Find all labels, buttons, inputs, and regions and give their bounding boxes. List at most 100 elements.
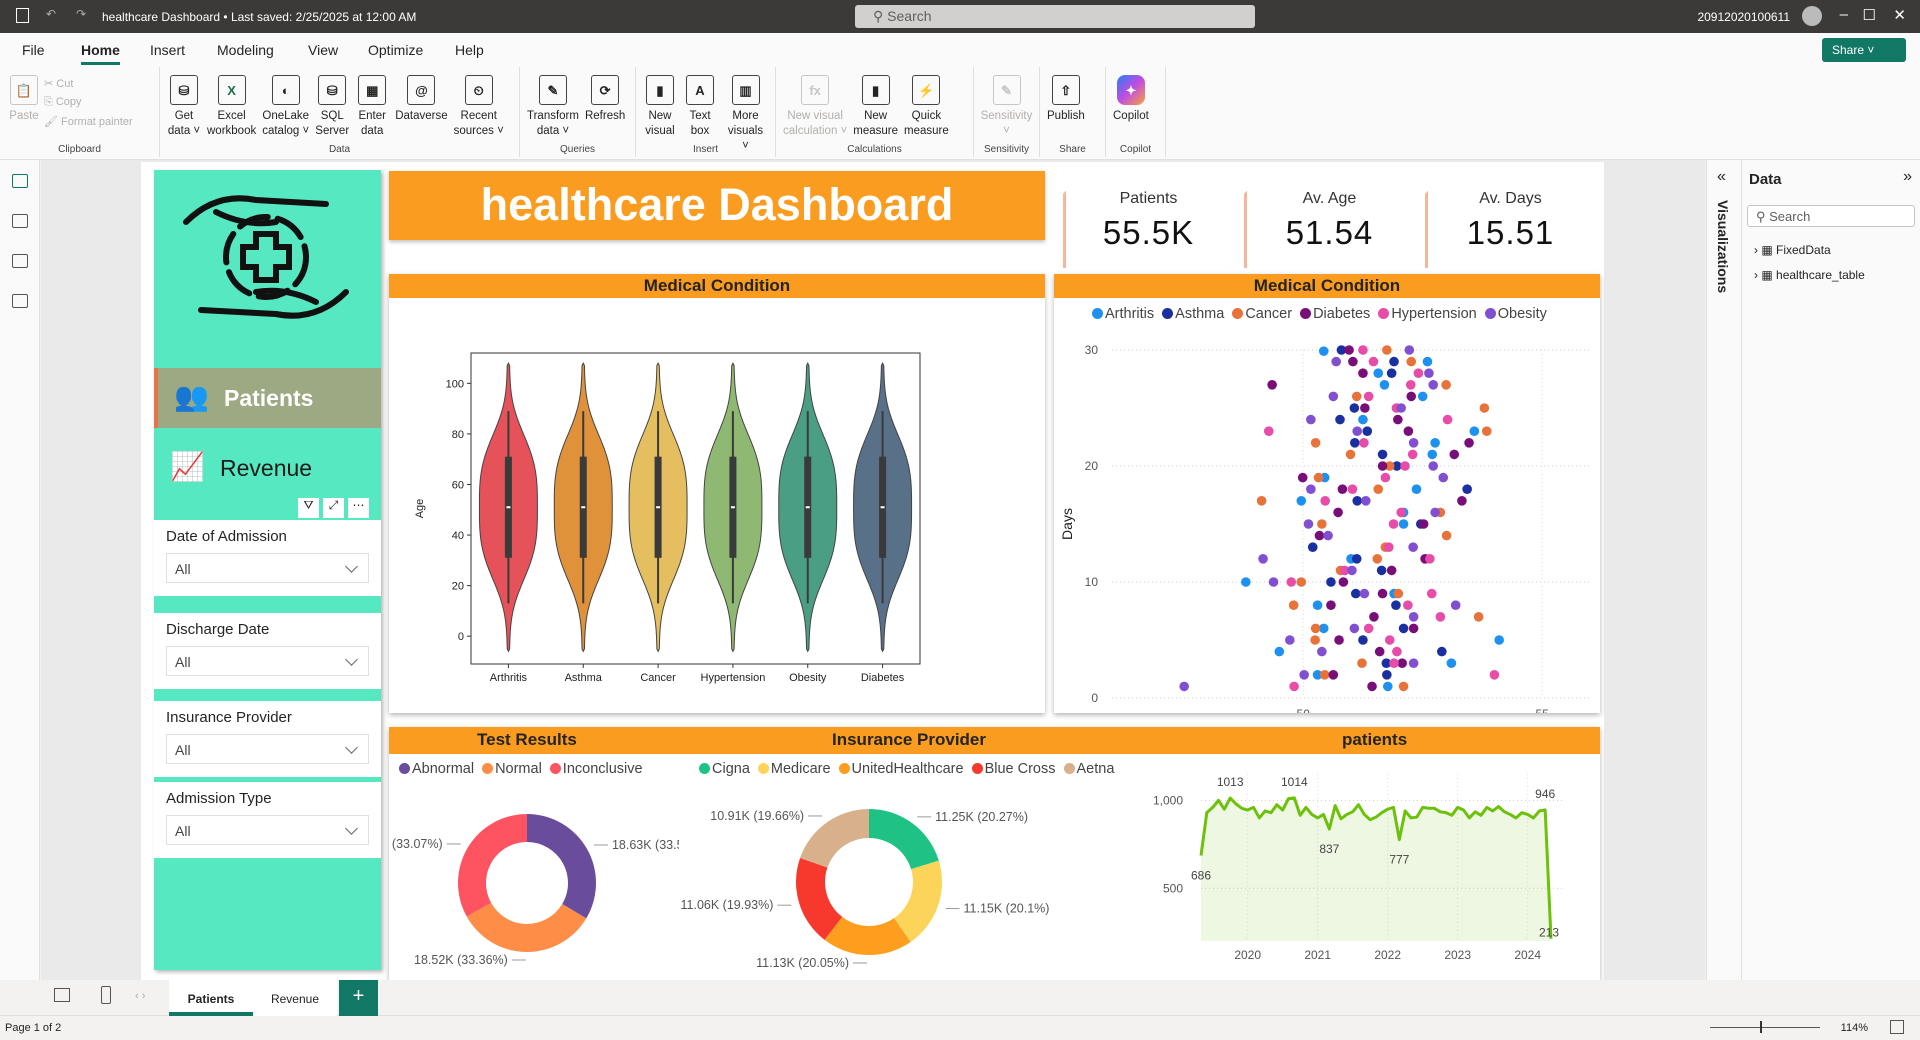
- menu-view[interactable]: View: [308, 42, 339, 58]
- legend-item[interactable]: Medicare: [757, 761, 831, 777]
- violin-chart[interactable]: Age 0 20 40 60 80 100 Arthritis Asthma Cancer Hype…: [389, 298, 1045, 713]
- legend-item[interactable]: Aetna: [1063, 761, 1114, 777]
- data-label: 1013: [1217, 775, 1244, 789]
- desktop-layout-icon[interactable]: [54, 988, 70, 1002]
- get-data-button[interactable]: ⛁ Get data ˅: [164, 71, 204, 139]
- report-view-icon[interactable]: [12, 174, 28, 188]
- scatter-chart-panel: Medical Condition Arthritis Asthma Cancer D…: [1054, 274, 1600, 713]
- minimize-icon[interactable]: –: [1839, 6, 1848, 23]
- scatter-point-diabetes: [1369, 612, 1379, 622]
- data-pane: Data » ⚲ Search › ▦ FixedData › ▦ health…: [1741, 160, 1920, 980]
- mobile-layout-icon[interactable]: [101, 986, 111, 1004]
- legend-item[interactable]: Abnormal: [399, 761, 474, 777]
- more-visuals-button[interactable]: ▥ More visuals ˅: [720, 71, 771, 154]
- data-label: 11.13K (20.05%): [756, 956, 849, 970]
- focus-mode-icon[interactable]: ⤢: [323, 498, 344, 518]
- legend-item[interactable]: Asthma: [1162, 306, 1224, 322]
- page-tab-patients[interactable]: Patients: [169, 980, 253, 1016]
- refresh-button[interactable]: ⟳ Refresh: [582, 71, 628, 124]
- legend-item[interactable]: Hypertension: [1378, 306, 1477, 322]
- scatter-point-asthma: [1326, 577, 1336, 587]
- donut-slice-normal: [466, 902, 587, 952]
- donut-slice-aetna: [800, 809, 869, 868]
- menu-modeling[interactable]: Modeling: [217, 42, 274, 58]
- legend-item[interactable]: Blue Cross: [971, 761, 1056, 777]
- maximize-icon[interactable]: ☐: [1862, 7, 1876, 24]
- copilot-button[interactable]: ✦ Copilot: [1110, 71, 1152, 124]
- enter-data-button[interactable]: ▦ Enter data: [352, 71, 392, 139]
- new-visual-calculation-button[interactable]: fx New visual calculation ˅: [780, 71, 850, 139]
- collapse-pane-icon[interactable]: »: [1903, 168, 1912, 185]
- new-measure-button[interactable]: ▮ New measure: [850, 71, 901, 139]
- nav-label: Revenue: [220, 454, 313, 481]
- filter-icon[interactable]: ⛛: [298, 498, 319, 518]
- sensitivity-button[interactable]: ✎ Sensitivity ˅: [978, 71, 1035, 139]
- visualizations-pane-collapsed[interactable]: « Visualizations: [1706, 160, 1741, 980]
- onelake-catalog-button[interactable]: ◐ OneLake catalog ˅: [259, 71, 312, 139]
- legend-item[interactable]: Cancer: [1232, 306, 1292, 322]
- table-fixeddata[interactable]: › ▦ FixedData: [1754, 243, 1831, 257]
- button-label: Refresh: [584, 110, 626, 122]
- scroll-tabs-icon[interactable]: ‹ ›: [135, 990, 146, 1002]
- legend-item[interactable]: UnitedHealthcare: [838, 761, 964, 777]
- menu-file[interactable]: File: [22, 42, 45, 58]
- publish-button[interactable]: ⇧ Publish: [1044, 71, 1088, 124]
- legend-label: Cigna: [712, 761, 750, 777]
- menu-home[interactable]: Home: [81, 42, 120, 65]
- new-visual-button[interactable]: ▮ New visual: [640, 71, 680, 139]
- patients-area-chart[interactable]: 500 1,000 2020 2021 2022 2023 2024 686 1013 1014 8…: [1149, 754, 1600, 980]
- dataverse-button[interactable]: @ Dataverse: [392, 71, 450, 124]
- add-page-button[interactable]: +: [339, 980, 378, 1016]
- nav-patients-button[interactable]: 👥 Patients: [154, 368, 381, 428]
- zoom-slider[interactable]: [1710, 1021, 1820, 1033]
- model-view-icon[interactable]: [12, 254, 28, 268]
- legend-item[interactable]: Diabetes: [1300, 306, 1370, 322]
- menu-insert[interactable]: Insert: [150, 42, 186, 58]
- format-painter-button[interactable]: 🖌 Format painter: [44, 116, 133, 128]
- legend-item[interactable]: Obesity: [1484, 306, 1547, 322]
- document-title[interactable]: healthcare Dashboard • Last saved: 2/25/…: [102, 10, 417, 24]
- page-tab-revenue[interactable]: Revenue: [253, 980, 337, 1016]
- close-icon[interactable]: ✕: [1893, 7, 1906, 24]
- nav-revenue-button[interactable]: 📈 Revenue: [154, 438, 381, 498]
- scatter-point-diabetes: [1397, 658, 1407, 668]
- insurance-donut[interactable]: 11.25K (20.27%) 11.15K (20.1%) 11.13K (20.…: [679, 783, 1099, 980]
- legend-item[interactable]: Normal: [482, 761, 542, 777]
- slicer-dropdown[interactable]: All: [166, 734, 369, 764]
- paste-button[interactable]: 📋 Paste: [4, 71, 44, 124]
- slicer-dropdown[interactable]: All: [166, 646, 369, 676]
- scatter-chart[interactable]: 01020305055AgeDays: [1054, 330, 1600, 713]
- undo-icon[interactable]: ↶: [46, 7, 57, 21]
- quick-measure-button[interactable]: ⚡ Quick measure: [901, 71, 952, 139]
- slicer-dropdown[interactable]: All: [166, 815, 369, 845]
- recent-sources-button[interactable]: ⏲ Recent sources ˅: [451, 71, 507, 139]
- text-box-button[interactable]: A Text box: [680, 71, 720, 139]
- search-box[interactable]: ⚲ Search: [855, 5, 1255, 28]
- share-button[interactable]: Share ˅: [1822, 38, 1906, 62]
- legend-item[interactable]: Inconclusive: [549, 761, 643, 777]
- menu-help[interactable]: Help: [455, 42, 484, 58]
- sql-server-button[interactable]: ⛁ SQL Server: [312, 71, 352, 139]
- copy-button[interactable]: ⎘ Copy: [44, 96, 82, 108]
- fit-to-page-icon[interactable]: [1890, 1020, 1904, 1034]
- menu-optimize[interactable]: Optimize: [368, 42, 424, 58]
- table-view-icon[interactable]: [12, 214, 28, 228]
- data-search-input[interactable]: ⚲ Search: [1747, 205, 1915, 227]
- transform-data-button[interactable]: ✎ Transform data ˅: [524, 71, 582, 139]
- button-label: Text: [689, 110, 711, 122]
- excel-workbook-button[interactable]: X Excel workbook: [204, 71, 259, 139]
- legend-item[interactable]: Cigna: [699, 761, 750, 777]
- zoom-slider-thumb[interactable]: [1760, 1021, 1762, 1033]
- more-options-icon[interactable]: ⋯: [348, 498, 369, 518]
- slicer-dropdown[interactable]: All: [166, 553, 369, 583]
- redo-icon[interactable]: ↷: [76, 7, 87, 21]
- table-healthcare-table[interactable]: › ▦ healthcare_table: [1754, 268, 1865, 282]
- test-results-donut[interactable]: 18.63K (33.56%) 18.52K (33.36%) 18.36K (33…: [389, 783, 679, 980]
- cut-button[interactable]: ✂ Cut: [44, 78, 74, 90]
- expand-visualizations-icon[interactable]: «: [1717, 168, 1726, 185]
- legend-item[interactable]: Arthritis: [1092, 306, 1154, 322]
- save-icon[interactable]: [16, 8, 29, 23]
- dax-query-icon[interactable]: [12, 294, 28, 308]
- avatar[interactable]: [1802, 6, 1822, 26]
- legend-label: Blue Cross: [984, 761, 1056, 777]
